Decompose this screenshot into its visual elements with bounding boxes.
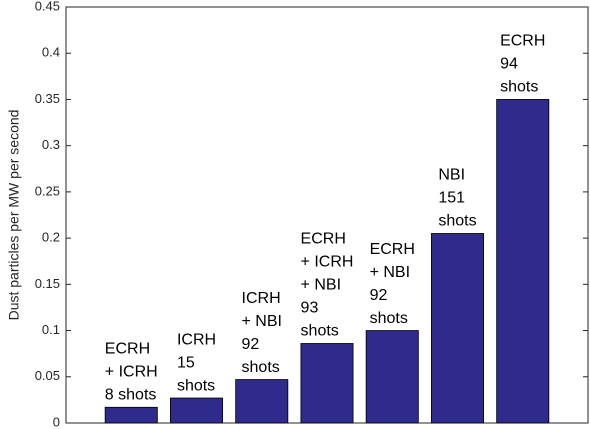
y-tick-label: 0.1	[42, 322, 60, 337]
bar-label: NBI	[438, 167, 465, 184]
bar-label: shots	[301, 323, 339, 340]
bar-label: + NBI	[242, 313, 282, 330]
bar	[235, 379, 289, 424]
bar-label: 15	[177, 354, 195, 371]
bar-label: shots	[177, 377, 215, 394]
bar	[169, 397, 223, 424]
bar-label: ICRH	[177, 331, 216, 348]
bar	[365, 330, 419, 424]
bar-label: 8 shots	[105, 387, 157, 404]
y-tick-label: 0.35	[35, 91, 60, 106]
bar-label: + NBI	[370, 264, 410, 281]
bar	[300, 343, 354, 424]
bar-label: shots	[500, 79, 538, 96]
y-tick-label: 0.45	[35, 0, 60, 13]
y-tick-label: 0.2	[42, 230, 60, 245]
bar-label: shots	[242, 359, 280, 376]
bar-label: 92	[242, 336, 260, 353]
y-tick-label: 0	[53, 414, 60, 429]
y-tick-label: 0.15	[35, 276, 60, 291]
bar-label: ECRH	[370, 241, 415, 258]
bar-label: 93	[301, 300, 319, 317]
bar-label: ECRH	[105, 341, 150, 358]
y-tick-label: 0.25	[35, 183, 60, 198]
y-tick-label: 0.4	[42, 45, 60, 60]
bar-label: ECRH	[500, 33, 545, 50]
bar-label: + ICRH	[301, 254, 354, 271]
y-tick-label: 0.05	[35, 368, 60, 383]
bar-label: shots	[438, 213, 476, 230]
bar-label: shots	[370, 310, 408, 327]
bar-label: ECRH	[301, 231, 346, 248]
y-axis-label: Dust particles per MW per second	[6, 110, 22, 321]
bar	[496, 99, 550, 424]
bar-label: + NBI	[301, 277, 341, 294]
bar-label: 92	[370, 287, 388, 304]
bar-label: 151	[438, 190, 465, 207]
bar-label: 94	[500, 56, 518, 73]
bar	[430, 233, 484, 424]
bar	[104, 406, 158, 424]
bar-label: ICRH	[242, 290, 281, 307]
y-tick-label: 0.3	[42, 137, 60, 152]
bar-label: + ICRH	[105, 364, 158, 381]
